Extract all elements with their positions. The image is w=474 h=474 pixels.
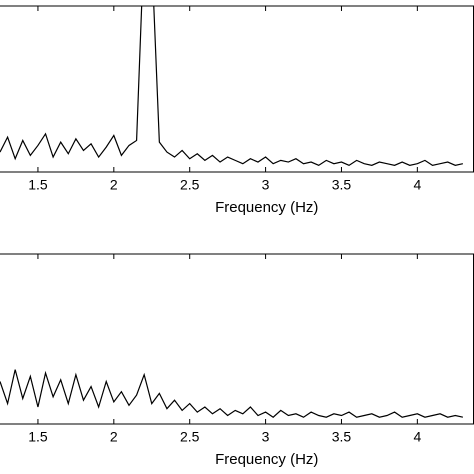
x-tick-label: 2 [110, 429, 118, 445]
x-tick-label: 4 [413, 429, 421, 445]
x-tick-label: 1.5 [28, 429, 48, 445]
x-axis-label: Frequency (Hz) [215, 199, 318, 216]
x-tick-label: 3 [262, 429, 270, 445]
x-tick-label: 2.5 [180, 177, 200, 193]
x-tick-label: 4 [413, 177, 421, 193]
x-axis-label: Frequency (Hz) [215, 451, 318, 468]
axes-frame [0, 253, 474, 425]
x-tick-label: 3.5 [332, 429, 352, 445]
x-tick-label: 3.5 [332, 177, 352, 193]
x-tick-label: 2.5 [180, 429, 200, 445]
x-tick-label: 3 [262, 177, 270, 193]
x-tick-label: 2 [110, 177, 118, 193]
x-tick-label: 1.5 [28, 177, 48, 193]
series-line [0, 6, 464, 167]
series-line [0, 369, 464, 418]
panel: 1.5 2 2.5 3 3.5 4 Frequency (Hz) [0, 5, 474, 216]
panel: 1.5 2 2.5 3 3.5 4 Frequency (Hz) [0, 253, 474, 468]
